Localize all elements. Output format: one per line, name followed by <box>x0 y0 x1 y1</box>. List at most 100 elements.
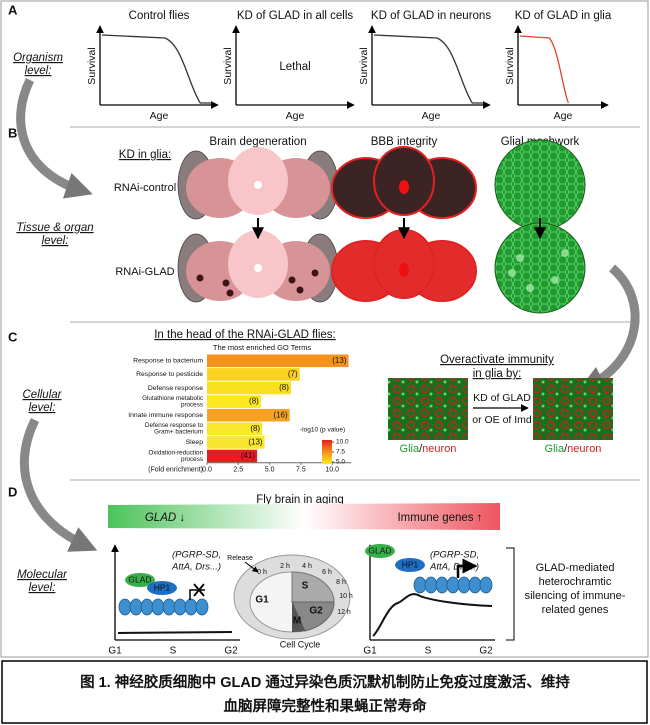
nucleosome <box>413 576 427 594</box>
x-label: S <box>170 646 177 657</box>
bar <box>207 449 258 463</box>
panel-label: D <box>8 484 17 499</box>
nucleosome <box>173 598 187 616</box>
bbb-brain <box>331 146 477 219</box>
image-label-part: Glia <box>400 443 420 455</box>
plot-title: Control flies <box>129 10 190 22</box>
axis-label: Survival <box>504 47 516 84</box>
summary-line: heterochramtic <box>539 576 612 588</box>
column-header: BBB integrity <box>371 136 438 148</box>
mesh-gap <box>526 284 534 292</box>
axis-label: Age <box>286 110 305 122</box>
figure-frame <box>0 0 649 658</box>
image-label-part: Glia <box>545 443 565 455</box>
chart-subtitle: The most enriched GO Terms <box>213 343 311 352</box>
bar <box>207 368 300 381</box>
nucleosome <box>151 598 165 616</box>
flow-arrow <box>16 77 93 199</box>
summary-line: related genes <box>542 604 609 616</box>
phase-m <box>292 602 305 633</box>
nucleosome <box>435 576 449 594</box>
scale-label: 7.5 <box>336 449 345 456</box>
midline-spot <box>254 264 262 272</box>
x-tick-label: 7.5 <box>296 467 306 474</box>
bar <box>207 422 263 436</box>
protein-label: GLAD <box>368 545 391 555</box>
tissue-image <box>533 378 613 440</box>
gene-count: (13) <box>332 356 347 365</box>
method-label: or OE of Imd <box>472 414 532 426</box>
row-header: KD in glia: <box>119 149 171 161</box>
nucleosome <box>140 598 154 616</box>
level-label: Cellular <box>23 389 63 401</box>
activity-curve <box>117 631 233 634</box>
category-label: process <box>181 402 203 409</box>
column-header: Brain degeneration <box>209 136 306 148</box>
bbb-core <box>399 180 409 194</box>
level-label: Tissue & organ <box>16 222 93 234</box>
gene-list: (PGRP-SD, <box>430 550 479 561</box>
midline-spot <box>254 181 262 189</box>
level-label: level: <box>29 582 56 594</box>
x-label: G1 <box>363 646 377 657</box>
bracket <box>506 547 515 641</box>
caption-line: 血脑屏障完整性和果蝇正常寿命 <box>224 697 427 715</box>
flow-arrow <box>19 417 98 552</box>
bbb-brain <box>331 229 477 302</box>
plot-title: KD of GLAD in neurons <box>371 10 491 22</box>
panel-label: A <box>8 2 18 17</box>
gene-list: AttA, Drs...) <box>429 562 479 573</box>
gene-count: (13) <box>248 438 263 447</box>
level-label: level: <box>42 235 69 247</box>
caption-line: 图 1. 神经胶质细胞中 GLAD 通过异染色质沉默机制防止免疫过度激活、维持 <box>80 673 570 691</box>
axis-label: Age <box>554 110 573 122</box>
bar <box>207 408 290 422</box>
bar <box>207 395 261 408</box>
nucleosome <box>468 576 482 594</box>
image-label-part: / <box>564 443 568 455</box>
tissue-image <box>388 378 468 440</box>
aging-bar <box>108 503 500 530</box>
axis-label: Age <box>150 110 169 122</box>
gene-count: (41) <box>241 451 256 460</box>
nucleosome <box>446 576 460 594</box>
hour-label: 4 h <box>302 563 312 570</box>
level-label: Molecular <box>17 569 68 581</box>
x-label: S <box>425 646 432 657</box>
axis-label: Survival <box>86 47 98 84</box>
phase-g2 <box>291 601 335 632</box>
gene-count: (7) <box>288 370 298 379</box>
image-label: Glia/neuron <box>545 443 602 455</box>
axis-label: Age <box>422 110 441 122</box>
activity-curve <box>372 593 493 637</box>
bar <box>207 436 265 449</box>
immunity-title: Overactivate immunity <box>440 354 554 366</box>
image-label-part: / <box>419 443 423 455</box>
lesion <box>288 276 296 284</box>
lesion <box>311 269 319 277</box>
gene-count: (16) <box>273 410 288 419</box>
lesion <box>222 279 230 287</box>
category-label: Defense response <box>148 385 203 392</box>
phase-label: G2 <box>309 606 323 617</box>
category-label: Gram+ bacterium <box>154 429 203 436</box>
immunity-title: in glia by: <box>473 368 522 380</box>
survival-curve <box>101 34 213 104</box>
level-label: Organism <box>13 52 63 64</box>
survival-curve <box>373 34 485 104</box>
scale-label: 5.0 <box>336 459 345 466</box>
category-label: Defense response to <box>145 422 204 429</box>
aging-left: GLAD ↓ <box>145 512 185 524</box>
cycle-title: Cell Cycle <box>280 639 321 649</box>
x-label: G2 <box>224 646 238 657</box>
aging-title: Fly brain in aging <box>256 494 344 506</box>
degeneration-brain <box>177 147 339 220</box>
scale-title: -log10 (p value) <box>300 427 345 434</box>
phase-label: S <box>302 581 309 592</box>
axis-label: (Fold enrichment) <box>148 467 203 474</box>
active-tss <box>456 558 478 578</box>
protein <box>365 544 395 558</box>
degeneration-brain <box>177 230 339 303</box>
category-label: Response to bacterium <box>133 358 203 365</box>
hour-label: 10 h <box>339 593 353 600</box>
